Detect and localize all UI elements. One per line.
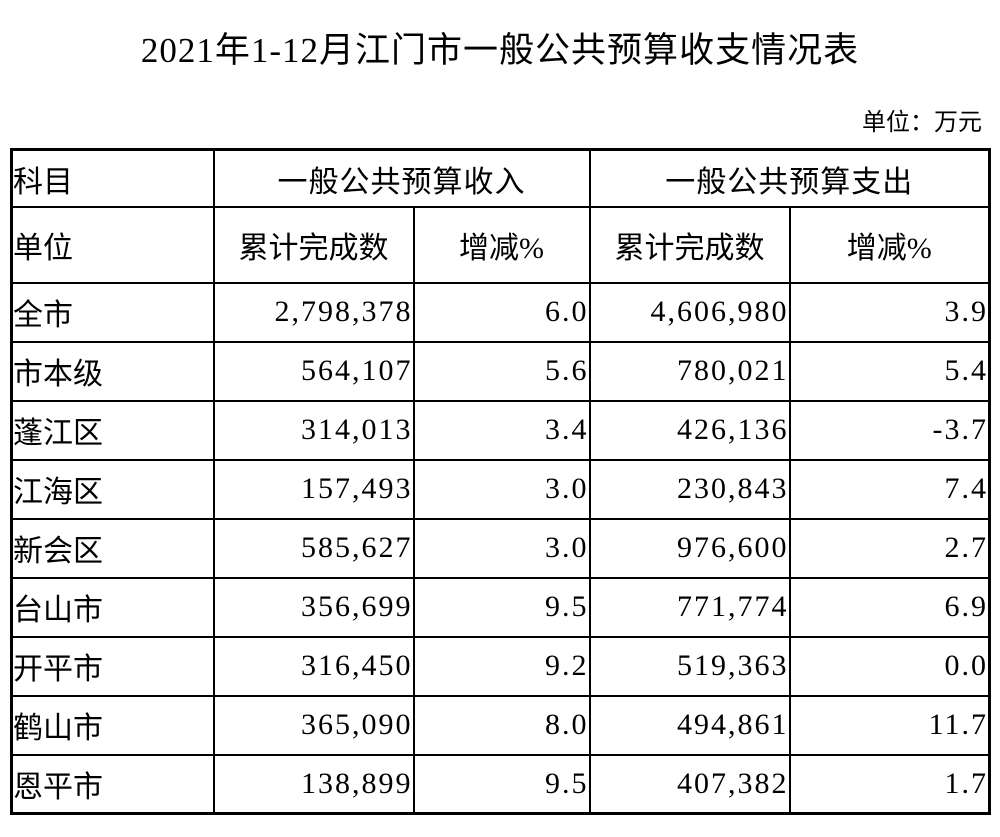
region-cell: 鹤山市 [10, 694, 215, 756]
expenditure-change-cell: 7.4 [788, 458, 991, 520]
expenditure-cell: 780,021 [588, 340, 791, 402]
revenue-change-cell: 9.5 [412, 576, 591, 638]
table-row-xinhui: 新会区 585,627 3.0 976,600 2.7 [10, 517, 991, 579]
revenue-cell: 2,798,378 [212, 281, 415, 343]
expenditure-change-cell: 0.0 [788, 635, 991, 697]
revenue-change-cell: 8.0 [412, 694, 591, 756]
table-header: 科目 一般公共预算收入 一般公共预算支出 单位 累计完成数 增减% 累计完成数 … [10, 148, 991, 284]
header-row-columns: 单位 累计完成数 增减% 累计完成数 增减% [10, 205, 991, 284]
revenue-cell: 564,107 [212, 340, 415, 402]
unit-header: 单位 [10, 205, 215, 284]
revenue-change-cell: 6.0 [412, 281, 591, 343]
expenditure-change-cell: 3.9 [788, 281, 991, 343]
revenue-change-cell: 9.2 [412, 635, 591, 697]
expenditure-cell: 494,861 [588, 694, 791, 756]
revenue-change-header: 增减% [412, 205, 591, 284]
expenditure-cell: 4,606,980 [588, 281, 791, 343]
budget-table: 科目 一般公共预算收入 一般公共预算支出 单位 累计完成数 增减% 累计完成数 … [10, 148, 991, 816]
page-title: 2021年1-12月江门市一般公共预算收支情况表 [140, 31, 860, 70]
expenditure-cell: 976,600 [588, 517, 791, 579]
region-cell: 江海区 [10, 458, 215, 520]
expenditure-cumulative-header: 累计完成数 [588, 205, 791, 284]
table-row-enping: 恩平市 138,899 9.5 407,382 1.7 [10, 753, 991, 815]
expenditure-change-header: 增减% [788, 205, 991, 284]
revenue-cell: 316,450 [212, 635, 415, 697]
revenue-change-cell: 3.0 [412, 458, 591, 520]
region-cell: 恩平市 [10, 753, 215, 815]
revenue-cell: 314,013 [212, 399, 415, 461]
region-cell: 新会区 [10, 517, 215, 579]
expenditure-cell: 230,843 [588, 458, 791, 520]
revenue-change-cell: 9.5 [412, 753, 591, 815]
revenue-cell: 585,627 [212, 517, 415, 579]
subject-header: 科目 [10, 148, 215, 208]
expenditure-change-cell: 1.7 [788, 753, 991, 815]
revenue-cell: 365,090 [212, 694, 415, 756]
expenditure-change-cell: 6.9 [788, 576, 991, 638]
expenditure-group-header: 一般公共预算支出 [588, 148, 991, 208]
expenditure-change-cell: 11.7 [788, 694, 991, 756]
unit-note: 单位：万元 [862, 110, 982, 136]
table-row-citywide: 全市 2,798,378 6.0 4,606,980 3.9 [10, 281, 991, 343]
region-cell: 台山市 [10, 576, 215, 638]
expenditure-change-cell: 5.4 [788, 340, 991, 402]
revenue-cumulative-header: 累计完成数 [212, 205, 415, 284]
region-cell: 开平市 [10, 635, 215, 697]
table-row-heshan: 鹤山市 365,090 8.0 494,861 11.7 [10, 694, 991, 756]
expenditure-change-cell: 2.7 [788, 517, 991, 579]
expenditure-cell: 426,136 [588, 399, 791, 461]
revenue-change-cell: 5.6 [412, 340, 591, 402]
expenditure-change-cell: -3.7 [788, 399, 991, 461]
table-row-taishan: 台山市 356,699 9.5 771,774 6.9 [10, 576, 991, 638]
region-cell: 市本级 [10, 340, 215, 402]
revenue-cell: 138,899 [212, 753, 415, 815]
table-row-pengjiang: 蓬江区 314,013 3.4 426,136 -3.7 [10, 399, 991, 461]
table-row-kaiping: 开平市 316,450 9.2 519,363 0.0 [10, 635, 991, 697]
region-cell: 全市 [10, 281, 215, 343]
revenue-group-header: 一般公共预算收入 [212, 148, 591, 208]
table-row-city-level: 市本级 564,107 5.6 780,021 5.4 [10, 340, 991, 402]
table-row-jianghai: 江海区 157,493 3.0 230,843 7.4 [10, 458, 991, 520]
expenditure-cell: 771,774 [588, 576, 791, 638]
header-row-groups: 科目 一般公共预算收入 一般公共预算支出 [10, 148, 991, 208]
region-cell: 蓬江区 [10, 399, 215, 461]
revenue-cell: 356,699 [212, 576, 415, 638]
expenditure-cell: 407,382 [588, 753, 791, 815]
revenue-change-cell: 3.4 [412, 399, 591, 461]
revenue-change-cell: 3.0 [412, 517, 591, 579]
expenditure-cell: 519,363 [588, 635, 791, 697]
table-body: 全市 2,798,378 6.0 4,606,980 3.9 市本级 564,1… [10, 281, 991, 815]
revenue-cell: 157,493 [212, 458, 415, 520]
